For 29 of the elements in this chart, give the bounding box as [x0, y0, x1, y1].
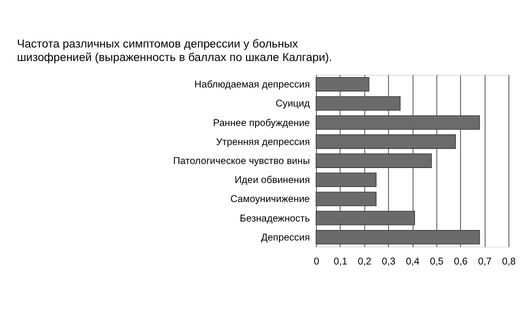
- bar: [316, 192, 376, 206]
- bar: [316, 77, 370, 92]
- x-tick-label: 0,3: [382, 256, 396, 268]
- x-tick-label: 0,1: [334, 256, 348, 268]
- x-tick-label: 0,6: [454, 256, 468, 268]
- x-tick-label: 0,4: [406, 256, 420, 268]
- text: Частота различных симптомов депрессии у больных: [16, 38, 298, 51]
- bar: [316, 134, 456, 149]
- x-tick-label: 0,2: [358, 256, 372, 268]
- y-tick-label: Самоуничижение: [230, 194, 310, 206]
- y-tick-label: Утренняя депрессия: [216, 136, 310, 148]
- bar: [316, 172, 376, 188]
- bar: [316, 230, 480, 244]
- bar: [316, 210, 415, 226]
- text: шизофренией (выраженность в баллах по шкале Калгари).: [16, 52, 332, 64]
- y-tick-label: Идеи обвинения: [234, 175, 310, 186]
- bar: [316, 96, 401, 111]
- x-tick-label: 0,8: [502, 256, 516, 268]
- y-tick-label: Суицид: [276, 98, 310, 110]
- y-tick-label: Патологическое чувство вины: [173, 156, 310, 168]
- x-tick-label: 0: [314, 256, 320, 268]
- y-tick-label: Наблюдаемая депрессия: [194, 80, 310, 91]
- y-tick-label: Депрессия: [260, 232, 310, 244]
- y-tick-label: Безнадежность: [240, 213, 310, 224]
- bar: [316, 115, 480, 130]
- y-tick-label: Раннее пробуждение: [212, 118, 310, 129]
- bar: [316, 154, 432, 168]
- x-tick-label: 0,5: [430, 256, 444, 268]
- x-tick-label: 0,7: [478, 256, 492, 268]
